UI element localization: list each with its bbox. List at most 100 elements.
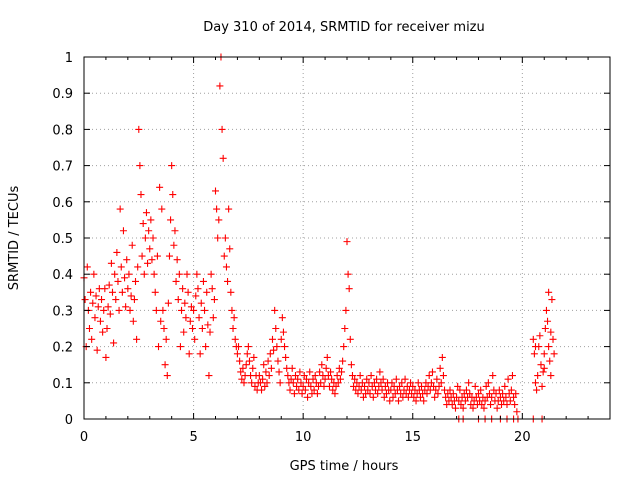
data-point	[130, 296, 138, 304]
data-point	[195, 314, 203, 322]
data-point	[428, 368, 436, 376]
data-point	[192, 292, 200, 300]
data-point	[504, 375, 512, 383]
data-point	[333, 372, 341, 380]
data-point	[221, 234, 229, 242]
data-point	[294, 375, 302, 383]
data-point	[380, 393, 388, 401]
data-point	[485, 390, 493, 398]
data-point	[102, 353, 110, 361]
data-point	[437, 379, 445, 387]
data-point	[457, 401, 465, 409]
data-point	[215, 216, 223, 224]
data-point	[541, 325, 549, 332]
data-point	[316, 368, 324, 376]
data-point	[379, 375, 387, 383]
y-tick-label: 0.7	[52, 160, 73, 175]
data-point	[259, 375, 267, 383]
data-point	[371, 386, 379, 394]
data-point	[436, 364, 444, 372]
data-point	[243, 350, 251, 358]
data-point	[231, 335, 239, 343]
data-point	[149, 234, 157, 242]
data-point	[351, 375, 359, 383]
data-point	[289, 379, 297, 387]
data-point	[271, 306, 279, 314]
data-point	[235, 343, 243, 351]
data-point	[325, 382, 333, 390]
data-point	[213, 205, 221, 213]
data-point	[175, 270, 183, 278]
data-point	[277, 335, 285, 343]
data-point	[386, 397, 394, 405]
data-point	[412, 397, 420, 405]
data-point	[266, 350, 274, 358]
data-point	[332, 382, 340, 390]
data-point	[162, 335, 170, 343]
data-point	[119, 227, 127, 235]
data-point	[181, 299, 189, 307]
data-point	[499, 390, 507, 398]
data-point	[126, 306, 134, 314]
data-point	[205, 372, 213, 380]
data-point	[141, 234, 149, 242]
data-point	[461, 397, 469, 405]
data-point	[165, 252, 173, 260]
data-point	[209, 314, 217, 322]
data-point	[336, 375, 344, 383]
x-tick-label: 10	[295, 430, 312, 445]
x-axis-label: GPS time / hours	[290, 459, 399, 474]
data-point	[492, 390, 500, 398]
data-point	[305, 379, 313, 387]
data-point	[356, 372, 364, 380]
x-tick-label: 15	[404, 430, 421, 445]
data-point	[317, 379, 325, 387]
data-point	[367, 372, 375, 380]
data-point	[262, 368, 270, 376]
data-point	[218, 125, 226, 133]
data-point	[222, 263, 230, 271]
data-point	[487, 401, 495, 409]
data-point	[398, 379, 406, 387]
data-point	[90, 270, 98, 278]
data-point	[153, 252, 161, 260]
data-point	[100, 306, 108, 314]
data-point	[238, 375, 246, 383]
data-point	[290, 390, 298, 398]
data-point	[128, 241, 136, 249]
data-point	[250, 353, 258, 361]
data-point	[194, 285, 202, 293]
data-point	[107, 259, 115, 267]
data-point	[99, 328, 107, 336]
data-point	[298, 390, 306, 398]
data-point	[502, 393, 510, 401]
data-point	[529, 335, 537, 343]
data-point	[493, 404, 501, 412]
data-point	[500, 397, 508, 405]
data-point	[88, 335, 96, 343]
y-axis-label: SRMTID / TECUs	[7, 186, 22, 291]
data-point	[345, 285, 353, 293]
data-point	[507, 386, 515, 394]
data-point	[451, 404, 459, 412]
data-point	[159, 306, 167, 314]
y-tick-label: 0.8	[52, 123, 73, 138]
data-point	[127, 292, 135, 300]
data-point	[299, 382, 307, 390]
data-point	[410, 393, 418, 401]
data-point	[300, 372, 308, 380]
data-point	[106, 310, 114, 318]
data-point	[484, 379, 492, 387]
data-point	[531, 379, 539, 387]
data-point	[199, 277, 207, 285]
data-point	[550, 350, 558, 358]
data-point	[322, 364, 330, 372]
data-point	[136, 162, 144, 170]
data-point	[396, 382, 404, 390]
data-point	[275, 368, 283, 376]
data-point	[313, 390, 321, 398]
data-point	[295, 386, 303, 394]
data-point	[112, 296, 120, 304]
data-point	[278, 314, 286, 322]
data-point	[301, 386, 309, 394]
